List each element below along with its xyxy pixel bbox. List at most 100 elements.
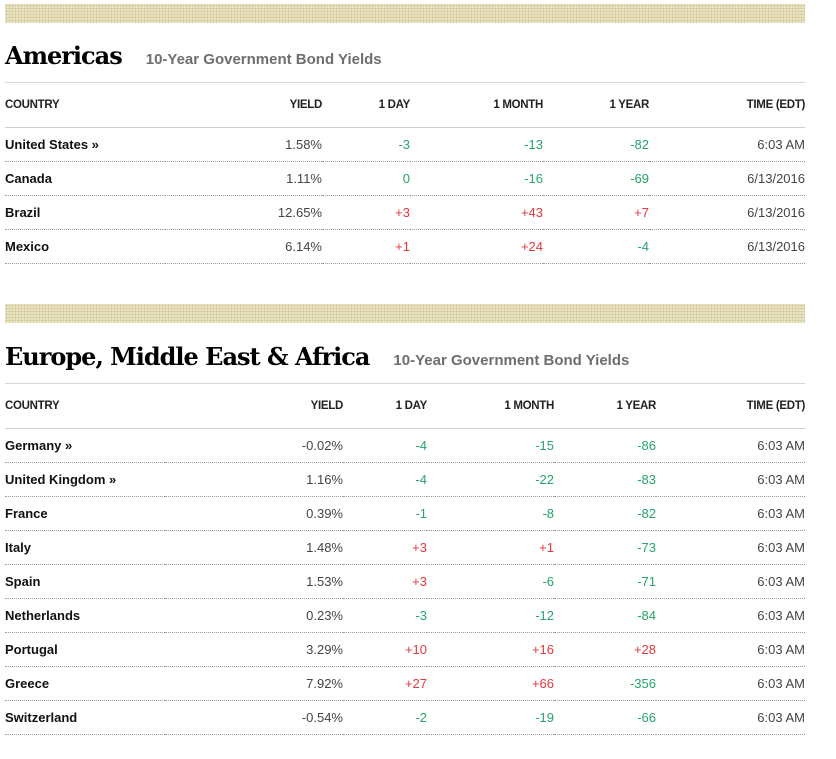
col-1day-header[interactable]: 1 DAY — [343, 384, 427, 429]
table-row: Brazil 12.65% +3 +43 +7 6/13/2016 — [5, 195, 805, 230]
change-1day-cell: +3 — [343, 564, 427, 599]
change-1day-cell: +1 — [322, 229, 410, 264]
change-1day-cell: -3 — [322, 127, 410, 162]
col-1year-header[interactable]: 1 YEAR — [543, 83, 649, 128]
change-1year-cell: -82 — [543, 127, 649, 162]
table-row: Spain 1.53% +3 -6 -71 6:03 AM — [5, 564, 805, 599]
change-1month-cell: +66 — [427, 666, 554, 701]
country-cell: Greece — [5, 666, 165, 701]
change-1day-cell: -2 — [343, 700, 427, 735]
table-row: Switzerland -0.54% -2 -19 -66 6:03 AM — [5, 700, 805, 735]
table-row: United States » 1.58% -3 -13 -82 6:03 AM — [5, 127, 805, 162]
change-1day-cell: +3 — [343, 530, 427, 565]
americas-table-body: United States » 1.58% -3 -13 -82 6:03 AM Canad… — [5, 127, 805, 264]
time-cell: 6:03 AM — [656, 496, 805, 531]
country-cell[interactable]: United States » — [5, 127, 165, 162]
change-1month-cell: -15 — [427, 428, 554, 463]
change-1year-cell: -356 — [554, 666, 656, 701]
col-time-header[interactable]: TIME (EDT) — [649, 83, 805, 128]
americas-heading: Americas 10-Year Government Bond Yields — [5, 23, 805, 83]
change-1month-cell: -6 — [427, 564, 554, 599]
time-cell: 6:03 AM — [656, 700, 805, 735]
change-1month-cell: +43 — [410, 195, 543, 230]
yield-cell: 3.29% — [165, 632, 343, 667]
country-cell: Netherlands — [5, 598, 165, 633]
col-time-header[interactable]: TIME (EDT) — [656, 384, 805, 429]
yield-cell: 1.48% — [165, 530, 343, 565]
country-cell[interactable]: Germany » — [5, 428, 165, 463]
change-1day-cell: -1 — [343, 496, 427, 531]
col-1month-header[interactable]: 1 MONTH — [410, 83, 543, 128]
yield-cell: -0.54% — [165, 700, 343, 735]
change-1day-cell: -3 — [343, 598, 427, 633]
col-yield-header[interactable]: YIELD — [165, 384, 343, 429]
time-cell: 6/13/2016 — [649, 195, 805, 230]
time-cell: 6:03 AM — [656, 666, 805, 701]
col-country-header[interactable]: COUNTRY — [5, 384, 165, 429]
country-cell: Italy — [5, 530, 165, 565]
change-1day-cell: +27 — [343, 666, 427, 701]
change-1year-cell: -66 — [554, 700, 656, 735]
change-1day-cell: +3 — [322, 195, 410, 230]
country-cell[interactable]: United Kingdom » — [5, 462, 165, 497]
yield-cell: 6.14% — [165, 229, 322, 264]
change-1year-cell: -4 — [543, 229, 649, 264]
region-subtitle: 10-Year Government Bond Yields — [145, 51, 382, 68]
col-1day-header[interactable]: 1 DAY — [322, 83, 410, 128]
col-1month-header[interactable]: 1 MONTH — [427, 384, 554, 429]
change-1month-cell: +24 — [410, 229, 543, 264]
change-1month-cell: -22 — [427, 462, 554, 497]
table-row: Greece 7.92% +27 +66 -356 6:03 AM — [5, 666, 805, 701]
region-title: Europe, Middle East & Africa — [5, 342, 370, 371]
time-cell: 6:03 AM — [656, 530, 805, 565]
change-1day-cell: -4 — [343, 428, 427, 463]
emea-heading: Europe, Middle East & Africa 10-Year Gov… — [5, 323, 805, 384]
change-1year-cell: -84 — [554, 598, 656, 633]
col-yield-header[interactable]: YIELD — [165, 83, 322, 128]
change-1month-cell: -16 — [410, 161, 543, 196]
change-1year-cell: -86 — [554, 428, 656, 463]
table-header-row: COUNTRY YIELD 1 DAY 1 MONTH 1 YEAR TIME … — [5, 384, 805, 429]
table-row: Italy 1.48% +3 +1 -73 6:03 AM — [5, 530, 805, 565]
change-1month-cell: -13 — [410, 127, 543, 162]
yield-cell: -0.02% — [165, 428, 343, 463]
time-cell: 6:03 AM — [649, 127, 805, 162]
change-1day-cell: -4 — [343, 462, 427, 497]
emea-section: Europe, Middle East & Africa 10-Year Gov… — [5, 304, 805, 735]
country-cell: Portugal — [5, 632, 165, 667]
yield-cell: 1.11% — [165, 161, 322, 196]
change-1month-cell: -12 — [427, 598, 554, 633]
table-row: Canada 1.11% 0 -16 -69 6/13/2016 — [5, 161, 805, 196]
emea-table-body: Germany » -0.02% -4 -15 -86 6:03 AM United Kin… — [5, 428, 805, 735]
change-1year-cell: -83 — [554, 462, 656, 497]
yield-cell: 0.23% — [165, 598, 343, 633]
americas-section: Americas 10-Year Government Bond Yields … — [5, 4, 805, 264]
country-cell: France — [5, 496, 165, 531]
change-1year-cell: -71 — [554, 564, 656, 599]
change-1year-cell: -69 — [543, 161, 649, 196]
yield-cell: 1.16% — [165, 462, 343, 497]
col-1year-header[interactable]: 1 YEAR — [554, 384, 656, 429]
yield-cell: 12.65% — [165, 195, 322, 230]
emea-table: COUNTRY YIELD 1 DAY 1 MONTH 1 YEAR TIME … — [5, 384, 805, 735]
change-1month-cell: -8 — [427, 496, 554, 531]
country-cell: Canada — [5, 161, 165, 196]
country-cell: Mexico — [5, 229, 165, 264]
yield-cell: 1.58% — [165, 127, 322, 162]
americas-table: COUNTRY YIELD 1 DAY 1 MONTH 1 YEAR TIME … — [5, 83, 805, 264]
time-cell: 6:03 AM — [656, 632, 805, 667]
change-1year-cell: -73 — [554, 530, 656, 565]
time-cell: 6:03 AM — [656, 598, 805, 633]
col-country-header[interactable]: COUNTRY — [5, 83, 165, 128]
table-row: France 0.39% -1 -8 -82 6:03 AM — [5, 496, 805, 531]
time-cell: 6/13/2016 — [649, 229, 805, 264]
country-cell: Brazil — [5, 195, 165, 230]
change-1month-cell: +16 — [427, 632, 554, 667]
time-cell: 6:03 AM — [656, 462, 805, 497]
change-1month-cell: -19 — [427, 700, 554, 735]
table-row: Netherlands 0.23% -3 -12 -84 6:03 AM — [5, 598, 805, 633]
change-1month-cell: +1 — [427, 530, 554, 565]
country-cell: Spain — [5, 564, 165, 599]
time-cell: 6:03 AM — [656, 564, 805, 599]
change-1year-cell: -82 — [554, 496, 656, 531]
